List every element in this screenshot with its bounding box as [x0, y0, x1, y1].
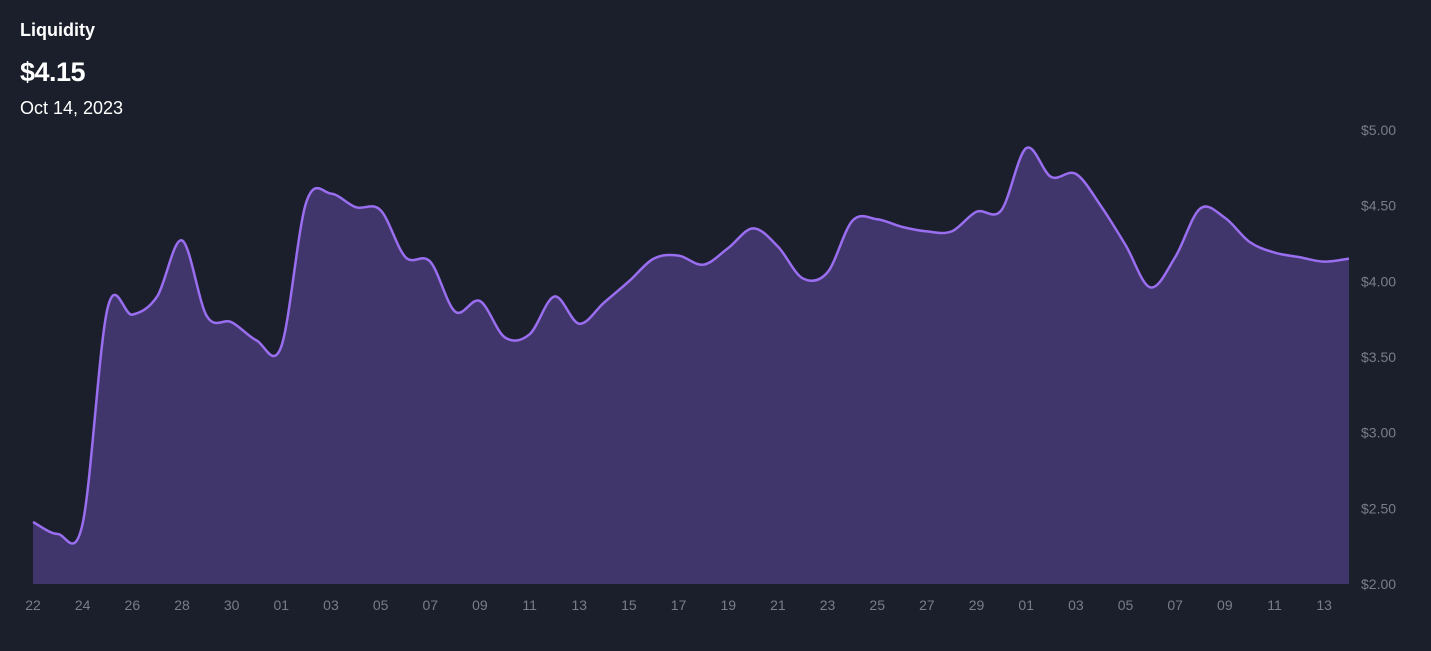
y-tick-label: $3.50 [1361, 349, 1396, 365]
x-tick-label: 21 [770, 597, 786, 613]
y-tick-label: $4.00 [1361, 273, 1396, 289]
x-tick-label: 30 [224, 597, 240, 613]
y-tick-label: $2.00 [1361, 576, 1396, 592]
liquidity-line [32, 146, 1350, 545]
x-tick-label: 03 [323, 597, 339, 613]
x-tick-label: 07 [422, 597, 438, 613]
y-tick-label: $2.50 [1361, 500, 1396, 516]
x-tick-label: 01 [274, 597, 290, 613]
x-axis: 22 24 26 28 30 01 03 05 07 09 11 13 15 17 19 21 23 25 27 29… [25, 597, 1332, 613]
x-tick-label: 13 [571, 597, 587, 613]
x-tick-label: 09 [1217, 597, 1233, 613]
x-tick-label: 25 [869, 597, 885, 613]
x-tick-label: 28 [174, 597, 190, 613]
x-tick-label: 01 [1018, 597, 1034, 613]
current-value: $4.15 [20, 57, 86, 87]
x-tick-label: 24 [75, 597, 91, 613]
x-tick-label: 05 [373, 597, 389, 613]
x-tick-label: 15 [621, 597, 637, 613]
x-tick-label: 11 [1267, 597, 1282, 613]
x-tick-label: 13 [1316, 597, 1332, 613]
x-tick-label: 05 [1118, 597, 1134, 613]
x-tick-label: 17 [671, 597, 687, 613]
x-tick-label: 19 [720, 597, 736, 613]
chart-title: Liquidity [20, 20, 95, 40]
x-tick-label: 22 [25, 597, 41, 613]
x-tick-label: 03 [1068, 597, 1084, 613]
x-tick-label: 29 [969, 597, 985, 613]
liquidity-area [33, 147, 1349, 584]
x-tick-label: 11 [522, 597, 537, 613]
x-tick-label: 26 [125, 597, 141, 613]
x-tick-label: 09 [472, 597, 488, 613]
y-tick-label: $4.50 [1361, 198, 1396, 214]
y-axis: $5.00 $4.50 $4.00 $3.50 $3.00 $2.50 $2.00 [1361, 122, 1396, 592]
current-date: Oct 14, 2023 [20, 98, 124, 118]
y-tick-label: $3.00 [1361, 425, 1396, 441]
x-tick-label: 27 [919, 597, 935, 613]
x-tick-label: 07 [1167, 597, 1183, 613]
x-tick-label: 23 [820, 597, 836, 613]
y-tick-label: $5.00 [1361, 122, 1396, 138]
chart-header: Liquidity $4.15 Oct 14, 2023 [20, 18, 123, 120]
